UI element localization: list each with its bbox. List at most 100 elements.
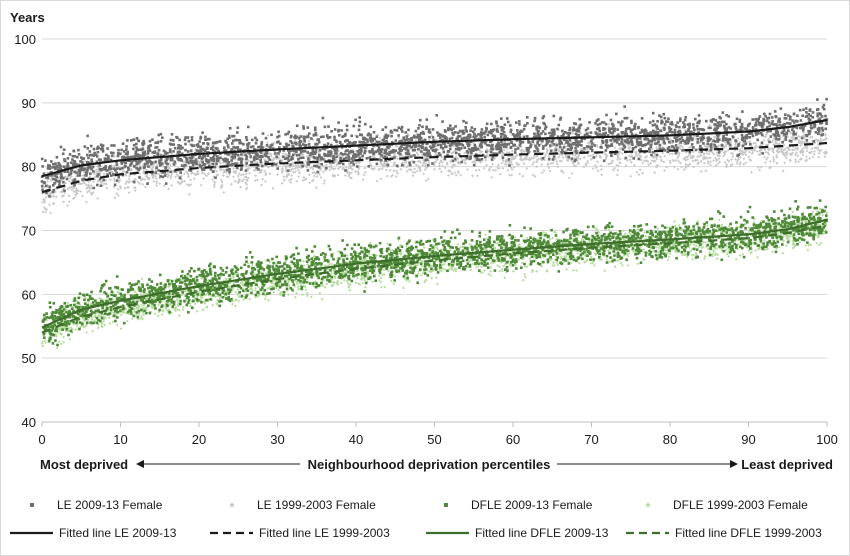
data-point	[813, 125, 816, 128]
data-point	[506, 168, 510, 172]
data-point	[345, 124, 349, 128]
data-point	[785, 132, 788, 136]
data-point	[194, 147, 197, 151]
data-point	[406, 149, 410, 152]
data-point	[700, 128, 704, 131]
data-point	[513, 156, 517, 160]
data-point	[725, 138, 729, 142]
data-point	[66, 157, 70, 160]
data-point	[690, 143, 694, 146]
data-point	[412, 143, 415, 147]
data-point	[649, 145, 653, 149]
data-point	[560, 148, 564, 152]
data-point	[812, 140, 816, 143]
data-point	[800, 142, 803, 145]
data-point	[516, 147, 520, 150]
data-point	[57, 161, 60, 165]
data-point	[510, 163, 514, 166]
data-point	[54, 174, 57, 177]
data-point	[494, 145, 498, 148]
data-point	[219, 168, 222, 172]
data-point	[73, 170, 76, 174]
data-point	[700, 147, 703, 150]
data-point	[259, 158, 262, 161]
data-point	[338, 140, 342, 144]
data-point	[708, 123, 712, 127]
data-point	[616, 156, 620, 160]
data-point	[754, 144, 757, 148]
data-point	[520, 130, 524, 133]
data-point	[116, 154, 120, 158]
data-point	[794, 146, 798, 150]
data-point	[368, 151, 372, 154]
data-point	[264, 160, 267, 164]
data-point	[202, 148, 206, 152]
data-point	[420, 146, 424, 149]
data-point	[228, 168, 231, 171]
data-point	[342, 157, 346, 161]
data-point	[154, 174, 158, 178]
data-point	[768, 166, 771, 170]
data-point	[228, 170, 231, 174]
data-point	[818, 149, 821, 153]
data-point	[312, 134, 316, 137]
data-point	[714, 156, 717, 160]
data-point	[784, 138, 788, 141]
data-point	[816, 140, 820, 143]
data-point	[684, 163, 688, 166]
data-point	[187, 162, 191, 166]
data-point	[523, 150, 526, 153]
data-point	[183, 160, 187, 163]
data-point	[532, 156, 536, 159]
data-point	[439, 153, 442, 157]
data-point	[536, 141, 539, 145]
data-point	[104, 178, 108, 182]
data-point	[789, 115, 792, 119]
data-point	[155, 146, 159, 149]
data-point	[358, 149, 361, 152]
data-point	[474, 148, 478, 152]
data-point	[290, 174, 293, 177]
data-point	[308, 132, 311, 135]
data-point	[166, 172, 169, 176]
data-point	[567, 142, 570, 146]
data-point	[86, 190, 89, 194]
data-point	[661, 151, 664, 155]
data-point	[307, 160, 310, 163]
data-point	[420, 139, 423, 143]
data-point	[727, 148, 730, 152]
data-point	[118, 178, 122, 182]
data-point	[749, 159, 753, 162]
data-point	[81, 157, 84, 161]
data-point	[264, 154, 268, 158]
data-point	[441, 142, 445, 145]
data-point	[231, 135, 234, 138]
data-point	[463, 161, 467, 165]
data-point	[800, 126, 804, 130]
data-point	[103, 157, 107, 160]
data-point	[152, 179, 156, 183]
data-point	[194, 158, 198, 161]
data-point	[187, 183, 191, 187]
data-point	[225, 160, 229, 163]
data-point	[682, 168, 686, 171]
data-point	[159, 132, 163, 136]
data-point	[521, 158, 524, 162]
data-point	[497, 145, 500, 148]
data-point	[535, 165, 539, 168]
data-point	[101, 147, 105, 151]
data-point	[436, 143, 440, 147]
data-point	[362, 173, 366, 177]
data-point	[43, 200, 47, 204]
data-point	[637, 126, 640, 130]
data-point	[656, 137, 659, 140]
data-point	[265, 144, 269, 147]
data-point	[285, 145, 289, 148]
data-point	[77, 182, 81, 186]
data-point	[712, 152, 716, 156]
data-point	[396, 164, 399, 168]
data-point	[575, 143, 578, 147]
data-point	[371, 137, 374, 141]
data-point	[760, 141, 764, 144]
